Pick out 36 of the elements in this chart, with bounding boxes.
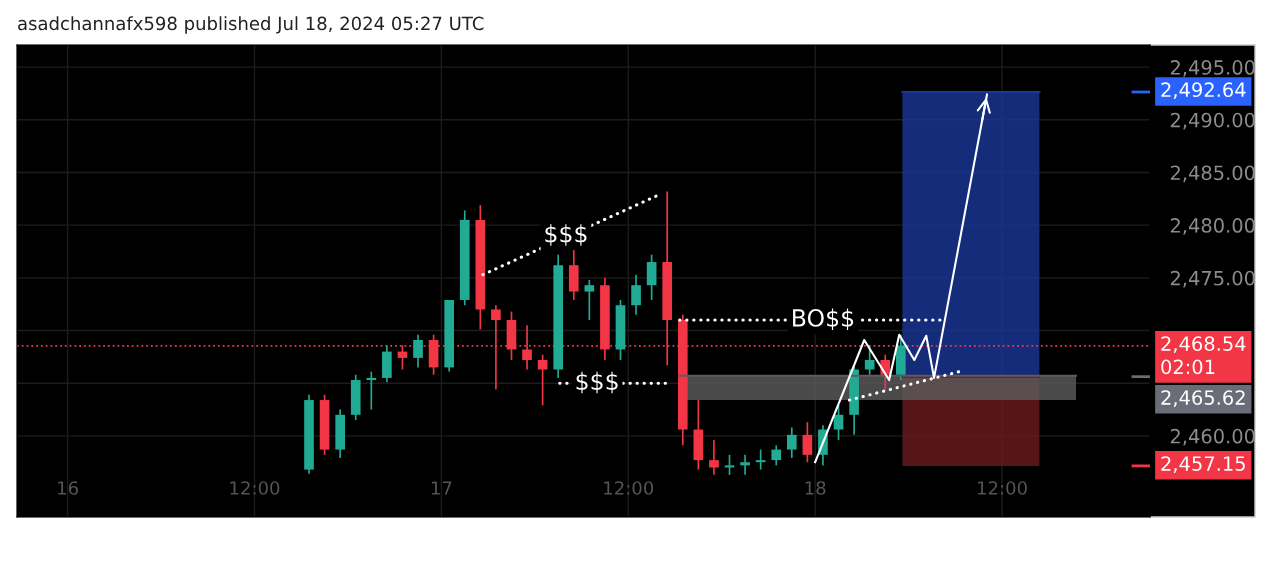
annotation: BO$$ <box>793 308 854 330</box>
y-tick-label: 2,485.00 <box>1170 165 1255 183</box>
x-tick-label: 12:00 <box>230 481 280 495</box>
annotation: $$$ <box>576 371 618 394</box>
candlestick <box>366 370 377 411</box>
y-tick-label: 2,475.00 <box>1170 270 1255 288</box>
x-tick-label: 18 <box>805 481 826 495</box>
candlestick <box>646 253 657 301</box>
x-tick-label: 16 <box>58 481 78 495</box>
ref-line-label: 2,468.54 02:01 <box>1161 336 1246 375</box>
candlestick <box>864 344 875 376</box>
y-tick-label: 2,490.00 <box>1170 112 1255 130</box>
candlestick <box>724 454 735 476</box>
candlestick <box>709 439 719 476</box>
y-tick-label: 2,480.00 <box>1170 218 1255 235</box>
candlestick <box>631 273 641 316</box>
candlestick <box>802 421 813 464</box>
candlestick <box>740 454 750 476</box>
candlestick <box>537 353 548 407</box>
candlestick <box>584 279 595 321</box>
y-tick-label: 2,460.00 <box>1170 428 1255 446</box>
annotation: $$$ <box>545 224 587 246</box>
chart-title: asadchannafx598 published Jul 18, 2024 05:27 UTC <box>18 16 484 34</box>
ref-line-label: 2,457.15 <box>1161 456 1245 473</box>
candlestick <box>786 426 797 459</box>
y-tick-label: 2,495.00 <box>1170 60 1255 77</box>
ref-line-label: 2,465.62 <box>1161 390 1245 407</box>
candlestick <box>413 333 423 369</box>
candlestick <box>755 448 766 471</box>
ref-line-label: 2,492.64 <box>1161 82 1246 100</box>
x-tick-label: 17 <box>431 481 452 495</box>
candlestick <box>833 404 844 441</box>
x-tick-label: 12:00 <box>978 481 1027 495</box>
candlestick <box>491 304 501 391</box>
candlestick <box>771 444 782 467</box>
x-tick-label: 12:00 <box>604 481 654 495</box>
